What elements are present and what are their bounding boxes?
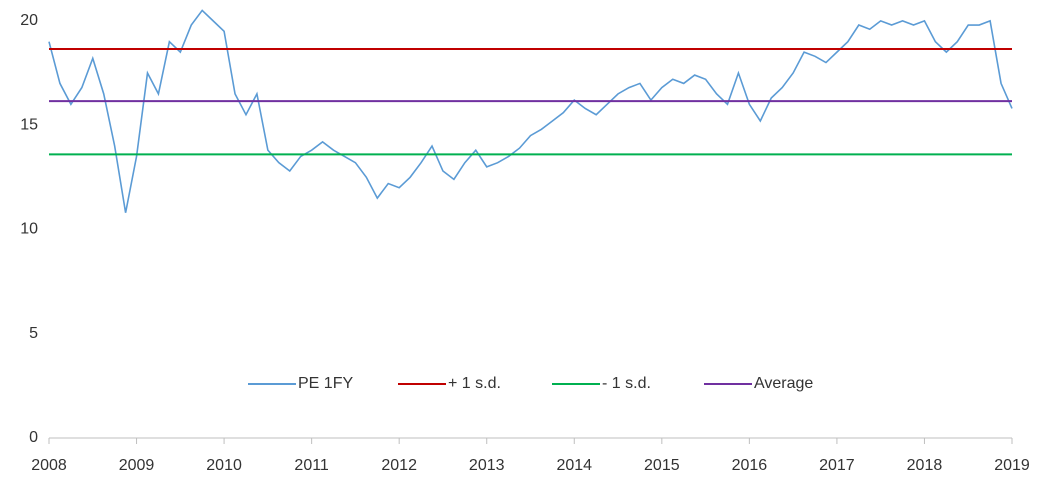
x-tick-label: 2018	[907, 457, 943, 474]
legend-label: Average	[754, 375, 813, 392]
y-tick-label: 10	[20, 221, 38, 238]
x-tick-label: 2013	[469, 457, 505, 474]
y-tick-label: 20	[20, 12, 38, 29]
x-tick-label: 2011	[294, 457, 329, 474]
legend-label: + 1 s.d.	[448, 375, 501, 392]
legend-label: - 1 s.d.	[602, 375, 651, 392]
x-tick-label: 2019	[994, 457, 1030, 474]
y-tick-label: 5	[29, 325, 38, 342]
x-tick-label: 2016	[732, 457, 768, 474]
y-tick-label: 0	[29, 429, 38, 446]
x-tick-label: 2015	[644, 457, 680, 474]
x-tick-label: 2012	[381, 457, 417, 474]
y-tick-label: 15	[20, 116, 38, 133]
x-tick-label: 2014	[556, 457, 592, 474]
x-tick-label: 2010	[206, 457, 242, 474]
series-line	[48, 9, 1013, 213]
legend-label: PE 1FY	[298, 375, 353, 392]
x-tick-label: 2009	[119, 457, 155, 474]
x-tick-label: 2017	[819, 457, 855, 474]
x-tick-label: 2008	[31, 457, 67, 474]
